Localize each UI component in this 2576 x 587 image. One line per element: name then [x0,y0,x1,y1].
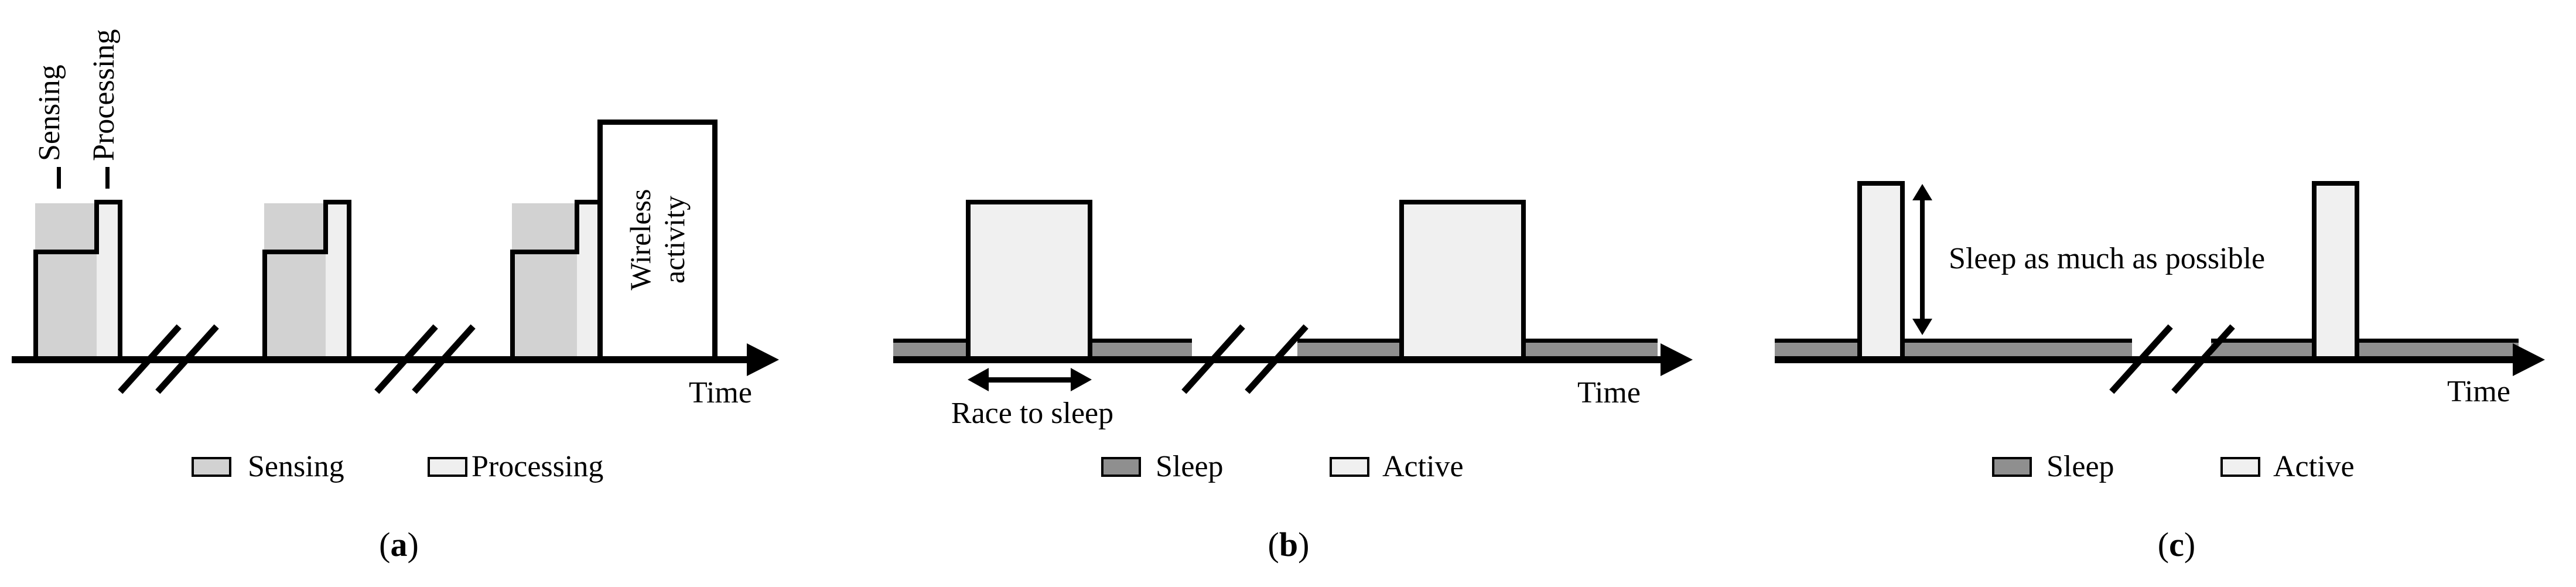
sleep-span-arrowhead-icon [1912,319,1932,335]
sleep-band [2211,343,2519,356]
time-axis-label: Time [689,376,752,409]
legend-swatch-sensing [192,457,231,477]
sleep-band-top-line [1775,339,2132,343]
legend-label-sensing: Sensing [248,450,344,483]
sleep-band-top-line [2211,339,2519,343]
sensing-bar [35,203,97,356]
time-axis-label: Time [1577,376,1641,409]
legend-swatch-active [2220,457,2260,477]
active-pulse [966,200,1092,356]
sleep-span-arrowhead-icon [1912,184,1932,200]
sleep-band [1775,343,2132,356]
wireless-activity-box [597,120,718,359]
power-step-line [94,200,99,254]
legend-swatch-processing [428,457,467,477]
legend-swatch-active [1330,457,1369,477]
sleep-as-much-label: Sleep as much as possible [1949,242,2266,275]
active-pulse [1399,200,1526,356]
legend-swatch-sleep [1101,457,1141,477]
processing-bar [326,202,349,356]
time-axis-arrowhead-icon [2513,343,2545,376]
power-step-line [575,200,579,254]
panel-c-label-letter: c [2169,525,2184,564]
legend-label-processing: Processing [472,450,604,483]
power-step-line [510,250,579,254]
race-to-sleep-arrowhead-icon [1071,368,1092,391]
power-step-line [575,200,600,204]
panel-b-label-close: ) [1298,525,1310,564]
race-to-sleep-arrowhead-icon [968,368,989,391]
panel-a-label: (a) [340,523,457,567]
race-to-sleep-arrow [984,377,1075,383]
legend-label-active: Active [1382,450,1464,483]
sensing-bar [512,203,577,356]
panel-c-label-close: ) [2184,525,2196,564]
sensing-pointer-tick [57,167,61,189]
power-step-line [262,250,328,254]
power-step-line [262,250,267,359]
processing-rotated-label: Processing [87,29,121,161]
power-step-line [347,200,351,356]
panel-b-label: (b) [1230,523,1347,567]
power-step-line [118,200,122,356]
panel-c-label: (c) [2118,523,2235,567]
panel-a-label-letter: a [390,525,408,564]
processing-bar [577,202,597,356]
wireless-label-line1: Wireless [624,189,657,291]
sleep-span-arrow [1920,198,1925,321]
power-step-line [323,200,328,254]
power-step-line [323,200,351,204]
legend-label-sleep: Sleep [1156,450,1224,483]
time-axis-arrowhead-icon [747,343,779,376]
panel-c-label-open: ( [2157,525,2170,564]
legend-label-sleep: Sleep [2047,450,2114,483]
race-to-sleep-label: Race to sleep [951,397,1114,430]
time-axis-arrowhead-icon [1661,343,1693,376]
legend-label-active: Active [2273,450,2355,483]
power-step-line [510,250,515,359]
power-step-line [33,250,38,359]
panel-b-label-open: ( [1267,525,1279,564]
time-axis [12,356,747,363]
active-pulse [2312,181,2359,356]
legend-swatch-sleep [1992,457,2032,477]
panel-a-label-open: ( [379,525,391,564]
power-step-line [33,250,99,254]
panel-a-label-close: ) [407,525,419,564]
wireless-activity-label: Wireless activity [619,128,695,351]
time-axis-label: Time [2447,375,2510,408]
sensing-bar [264,203,326,356]
processing-pointer-tick [105,167,110,189]
power-step-line [94,200,122,204]
sensing-rotated-label: Sensing [33,64,66,161]
panel-b-label-letter: b [1279,525,1299,564]
processing-bar [97,202,120,356]
wireless-label-line2: activity [658,196,691,284]
active-pulse [1857,181,1905,356]
